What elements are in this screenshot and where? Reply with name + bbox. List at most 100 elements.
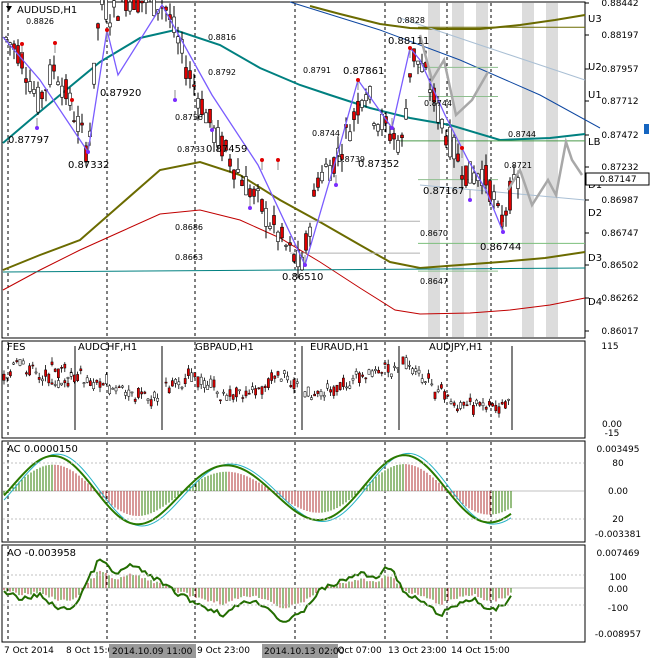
candle-body: [208, 108, 212, 124]
ao-pane[interactable]: [1, 544, 586, 643]
fes-candle: [401, 356, 405, 365]
fes-candle: [199, 376, 203, 385]
projection-band: [452, 3, 464, 337]
candle-body: [132, 0, 136, 10]
fes-candle: [408, 364, 411, 367]
candle-body: [456, 153, 460, 162]
trend-channel-lower: [419, 184, 586, 201]
fes-candle: [283, 370, 286, 374]
fes-candle: [108, 385, 111, 395]
fes-candle: [306, 386, 310, 397]
teal-flat-line: [2, 267, 586, 273]
fes-candle: [41, 378, 44, 382]
price-tick: 0.87232: [601, 163, 638, 173]
fractal-dot: [408, 46, 412, 50]
fes-candle: [504, 401, 507, 409]
time-highlight-label: 2014.10.13 02:00: [264, 647, 345, 657]
candle-body: [460, 175, 464, 180]
collapse-triangle-icon[interactable]: [6, 6, 12, 11]
level-label-d2: D2: [588, 208, 602, 219]
fractal-dot: [390, 126, 394, 130]
ao-tick: 100: [609, 573, 626, 583]
candle-body: [408, 73, 412, 78]
fes-candle: [370, 370, 374, 377]
candle-body: [376, 124, 380, 132]
ac-line: [3, 454, 512, 526]
fes-candle: [50, 382, 54, 385]
candle-body: [128, 1, 132, 12]
fes-candle: [449, 401, 453, 404]
fes-candle: [462, 401, 466, 406]
fes-candle: [50, 361, 54, 365]
fes-candle: [310, 397, 313, 400]
price-tick: 0.86987: [601, 196, 638, 206]
time-highlight: [109, 644, 196, 658]
fes-candle: [364, 377, 368, 380]
fes-candle: [60, 382, 63, 386]
fes-candle: [196, 376, 200, 388]
candle-body: [152, 0, 156, 16]
fes-candle: [187, 368, 190, 376]
candle-body: [236, 169, 240, 173]
candle-body: [440, 119, 444, 129]
fes-candle: [377, 369, 380, 374]
candle-body: [104, 0, 108, 20]
fes-candle: [111, 388, 115, 390]
fes-candle: [12, 362, 15, 365]
fes-candle: [63, 363, 67, 369]
fractal-dot: [501, 230, 505, 234]
ao-tick: 0.00: [608, 585, 628, 595]
scroll-marker[interactable]: [644, 124, 649, 134]
candle-body: [292, 254, 296, 262]
swing-label: 0.87352: [358, 159, 399, 170]
fes-symbol-label: AUDJPY,H1: [429, 342, 483, 353]
candle-body: [52, 64, 56, 72]
fes-candle: [383, 362, 387, 365]
fes-candle: [430, 383, 434, 386]
candle-body: [100, 0, 104, 5]
current-price: 0.87147: [599, 175, 636, 185]
fes-candle: [130, 391, 134, 394]
fes-candle: [386, 364, 390, 373]
fes-candle: [316, 390, 320, 394]
level-value-label: 0.8686: [175, 223, 203, 232]
candle-body: [64, 79, 68, 100]
fractal-dot: [35, 126, 39, 130]
candle-body: [288, 242, 292, 246]
fes-candle: [436, 389, 440, 392]
candle-body: [116, 16, 120, 21]
candle-body: [244, 176, 248, 196]
price-tick: 0.88197: [601, 31, 638, 41]
candle-body: [472, 172, 476, 184]
candle-body: [444, 135, 448, 146]
fes-candle: [183, 378, 187, 384]
candle-body: [36, 86, 40, 113]
ac-tick: 80: [612, 459, 624, 469]
fes-candle: [380, 372, 384, 374]
time-label: 9 Oct 23:00: [197, 646, 250, 656]
fes-candle: [85, 377, 89, 383]
candle-body: [72, 120, 76, 122]
price-tick: 0.87712: [601, 97, 638, 107]
fractal-dot: [20, 42, 24, 46]
fes-candle: [66, 377, 70, 379]
fractal-dot: [303, 263, 307, 267]
level-value-label: 0.8647: [420, 277, 448, 286]
fes-candle: [443, 391, 446, 400]
fractal-dot: [105, 28, 109, 32]
fes-candle: [164, 381, 168, 384]
fractal-dot: [86, 150, 90, 154]
time-label: 8 Oct 15:00: [66, 646, 119, 656]
fes-candle: [456, 408, 459, 412]
fes-pane[interactable]: [1, 340, 586, 439]
candle-body: [500, 214, 504, 227]
swing-label: 0.87920: [100, 88, 141, 99]
candle-body: [92, 62, 96, 85]
candle-body: [316, 177, 320, 188]
fes-candle: [206, 384, 209, 390]
candle-body: [276, 231, 280, 242]
candle-body: [248, 188, 252, 197]
fes-candle: [420, 378, 424, 383]
